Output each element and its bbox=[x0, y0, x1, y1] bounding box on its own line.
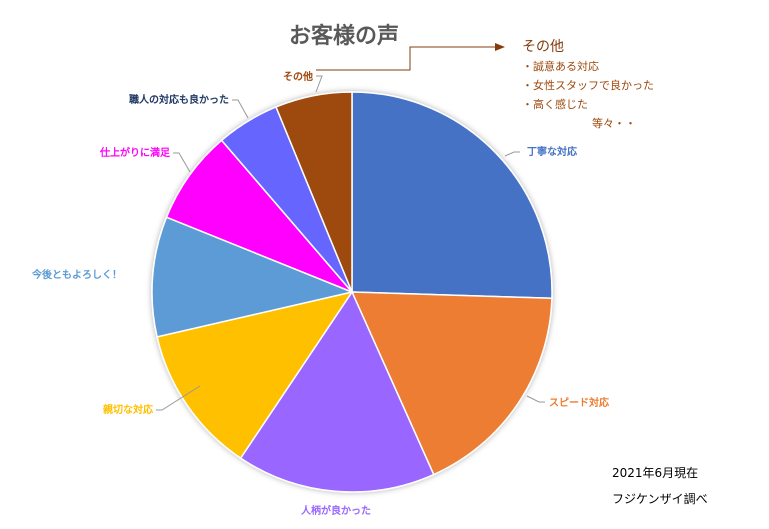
slice-label: スピード対応 bbox=[549, 396, 609, 409]
pie-slice bbox=[239, 290, 435, 493]
footer-date: 2021年6月現在 bbox=[612, 466, 699, 480]
pie-slice bbox=[165, 139, 353, 293]
pie-slice bbox=[351, 91, 553, 300]
pie-slice bbox=[275, 91, 353, 293]
annotation-item: ・高く感じた bbox=[522, 98, 588, 111]
slice-label: 仕上がりに満足 bbox=[99, 146, 171, 159]
footer-note: 2021年6月現在 フジケンザイ調べ bbox=[612, 460, 708, 512]
leader-line bbox=[156, 385, 201, 411]
leader-line bbox=[504, 151, 520, 157]
leader-line bbox=[526, 395, 545, 403]
annotation-item: ・女性スタッフで良かった bbox=[522, 79, 654, 92]
slice-label: 親切な対応 bbox=[103, 403, 153, 416]
leader-line bbox=[232, 99, 249, 119]
slice-label: 丁寧な対応 bbox=[527, 145, 577, 158]
other-annotation: その他 ・誠意ある対応 ・女性スタッフで良かった ・高く感じた 等々・・ bbox=[522, 38, 654, 133]
chart-title: お客様の声 bbox=[289, 24, 400, 49]
slice-label: 今後ともよろしく！ bbox=[31, 268, 122, 281]
annotation-arrow-line bbox=[316, 46, 495, 71]
annotation-arrow-head bbox=[495, 43, 505, 51]
slice-label: 職人の対応も良かった bbox=[129, 93, 229, 106]
annotation-etc: 等々・・ bbox=[592, 117, 636, 130]
footer-source: フジケンザイ調べ bbox=[612, 492, 708, 506]
pie-slice bbox=[156, 290, 354, 460]
slice-label: 人柄が良かった bbox=[301, 504, 371, 517]
leader-line bbox=[315, 75, 323, 93]
annotation-item: ・誠意ある対応 bbox=[522, 60, 599, 73]
slice-label: その他 bbox=[283, 70, 313, 83]
leader-line bbox=[173, 152, 191, 173]
pie-slice bbox=[350, 291, 553, 476]
pie-slice bbox=[151, 216, 355, 338]
annotation-heading: その他 bbox=[522, 39, 564, 55]
